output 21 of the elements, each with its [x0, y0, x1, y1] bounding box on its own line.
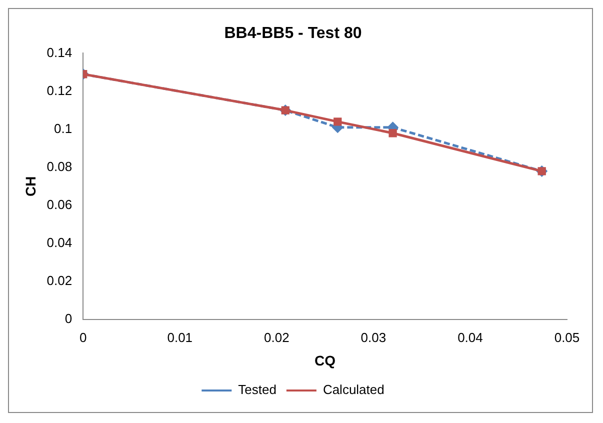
- y-tick-label: 0.06: [46, 197, 72, 212]
- x-axis-title: CQ: [314, 352, 336, 368]
- chart-title: BB4-BB5 - Test 80: [224, 25, 362, 42]
- x-tick-label: 0.02: [264, 330, 290, 345]
- legend-label: Calculated: [322, 382, 384, 398]
- y-tick-label: 0: [64, 311, 72, 326]
- legend-label: Tested: [238, 382, 276, 398]
- y-tick-label: 0.12: [46, 82, 72, 98]
- point: [388, 129, 397, 138]
- y-tick-label: 0.1: [54, 120, 72, 136]
- x-tick-label: 0.04: [458, 330, 483, 345]
- y-tick-label: 0.04: [46, 235, 72, 250]
- x-tick-label: 0.01: [167, 330, 193, 345]
- y-axis-title: CH: [22, 176, 38, 197]
- y-tick-label: 0.02: [46, 273, 72, 288]
- y-tick-label: 0.14: [46, 44, 72, 60]
- x-tick-label: 0.05: [554, 330, 580, 345]
- x-tick-label: 0: [79, 330, 87, 345]
- x-tick-label: 0.03: [360, 330, 386, 345]
- point: [334, 118, 342, 126]
- y-tick-label: 0.08: [46, 158, 72, 174]
